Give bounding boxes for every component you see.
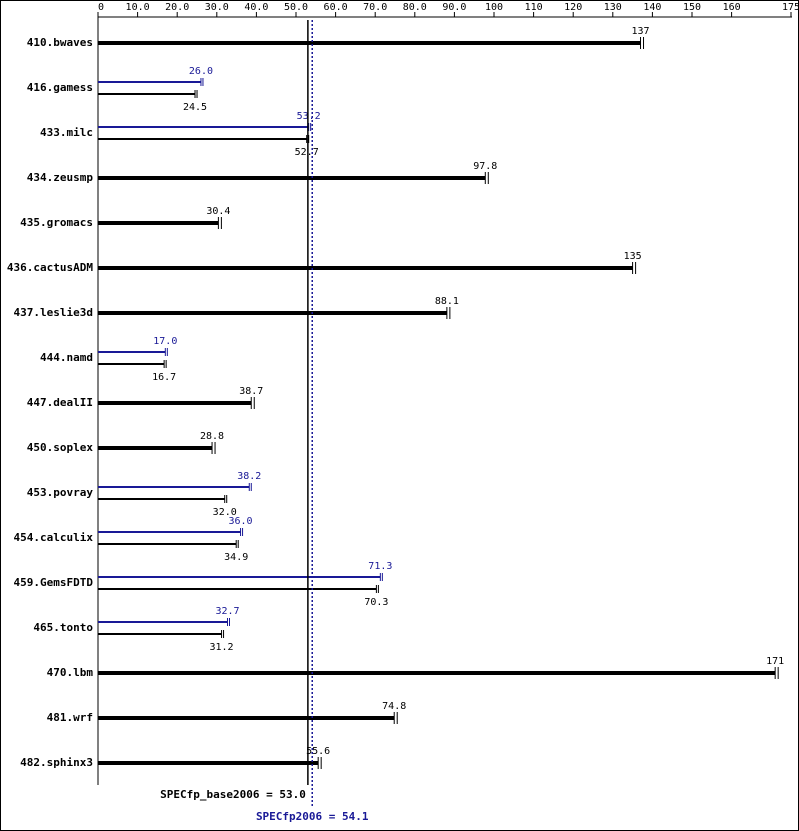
category-label: 482.sphinx3 [20, 756, 93, 769]
value-label: 16.7 [152, 372, 176, 383]
value-label: 31.2 [210, 642, 234, 653]
category-label: 435.gromacs [20, 216, 93, 229]
x-tick-label: 0 [98, 2, 104, 13]
value-label: 28.8 [200, 431, 224, 442]
x-tick-label: 150 [683, 2, 701, 13]
x-tick-label: 175 [782, 2, 799, 13]
x-tick-label: 100 [485, 2, 503, 13]
category-label: 433.milc [40, 126, 93, 139]
x-tick-label: 130 [604, 2, 622, 13]
value-label: 38.2 [237, 471, 261, 482]
value-label: 32.7 [215, 606, 239, 617]
value-label: 26.0 [189, 66, 213, 77]
value-label: 53.2 [297, 111, 321, 122]
value-label: 24.5 [183, 102, 207, 113]
category-label: 459.GemsFDTD [14, 576, 94, 589]
x-tick-label: 20.0 [165, 2, 189, 13]
category-label: 444.namd [40, 351, 93, 364]
value-label: 71.3 [368, 561, 392, 572]
category-label: 410.bwaves [27, 36, 93, 49]
value-label: 74.8 [382, 701, 406, 712]
value-label: 17.0 [153, 336, 177, 347]
value-label: 52.7 [295, 147, 319, 158]
category-label: 416.gamess [27, 81, 93, 94]
value-label: 32.0 [213, 507, 237, 518]
category-label: 454.calculix [14, 531, 94, 544]
category-label: 465.tonto [33, 621, 93, 634]
category-label: 450.soplex [27, 441, 94, 454]
x-tick-label: 10.0 [126, 2, 150, 13]
x-tick-label: 60.0 [324, 2, 348, 13]
x-tick-label: 80.0 [403, 2, 427, 13]
x-tick-label: 160 [723, 2, 741, 13]
value-label: 70.3 [364, 597, 388, 608]
category-label: 434.zeusmp [27, 171, 94, 184]
value-label: 97.8 [473, 161, 497, 172]
category-label: 447.dealII [27, 396, 93, 409]
category-label: 470.lbm [47, 666, 94, 679]
x-tick-label: 120 [564, 2, 582, 13]
x-tick-label: 40.0 [244, 2, 268, 13]
value-label: 55.6 [306, 746, 330, 757]
value-label: 30.4 [206, 206, 230, 217]
value-label: 34.9 [224, 552, 248, 563]
x-tick-label: 50.0 [284, 2, 308, 13]
x-tick-label: 110 [525, 2, 543, 13]
category-label: 436.cactusADM [7, 261, 93, 274]
category-label: 453.povray [27, 486, 94, 499]
reference-label: SPECfp_base2006 = 53.0 [160, 788, 306, 801]
x-tick-label: 90.0 [442, 2, 466, 13]
value-label: 88.1 [435, 296, 459, 307]
value-label: 171 [766, 656, 784, 667]
category-label: 437.leslie3d [14, 306, 93, 319]
x-tick-label: 30.0 [205, 2, 229, 13]
value-label: 38.7 [239, 386, 263, 397]
value-label: 36.0 [229, 516, 253, 527]
x-tick-label: 140 [643, 2, 661, 13]
reference-label: SPECfp2006 = 54.1 [256, 810, 369, 823]
x-tick-label: 70.0 [363, 2, 387, 13]
category-label: 481.wrf [47, 711, 93, 724]
value-label: 137 [631, 26, 649, 37]
value-label: 135 [624, 251, 642, 262]
